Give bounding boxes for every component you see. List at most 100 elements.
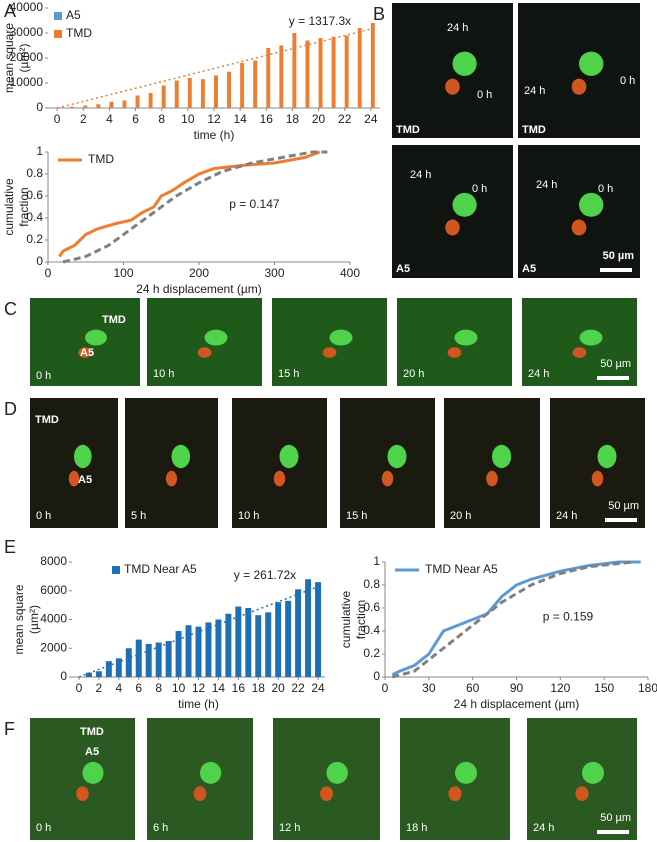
x-tick-label: 18 [286, 112, 300, 126]
image-frame [400, 718, 510, 840]
bar [109, 101, 114, 108]
legend-label: A5 [66, 8, 81, 22]
bar [266, 48, 271, 108]
bar [85, 672, 92, 677]
image-frame [392, 145, 513, 278]
cell-green [455, 761, 477, 784]
image-label: 0 h [598, 183, 613, 195]
y-tick-label: 0.6 [26, 188, 43, 202]
y-tick-label: 0.8 [363, 577, 380, 591]
bar [200, 79, 205, 108]
cell-green [582, 761, 604, 784]
y-axis-label: cumulative [2, 178, 16, 236]
bar [145, 643, 152, 677]
bar [265, 612, 272, 677]
bar [255, 615, 262, 677]
x-tick-label: 10 [181, 112, 195, 126]
x-tick-label: 24 [311, 681, 325, 695]
bar [318, 38, 323, 108]
image-frame [125, 398, 218, 528]
image-frame [340, 398, 435, 528]
y-axis-label: mean square [12, 584, 26, 654]
bar [315, 582, 322, 677]
y-tick-label: 8000 [40, 554, 67, 568]
image-frame [147, 298, 262, 386]
image-label: TMD [522, 124, 546, 136]
cell-green [204, 329, 228, 346]
scale-label: 50 µm [600, 812, 631, 824]
cell-red [448, 786, 462, 801]
cell-red [273, 470, 286, 487]
bar [70, 106, 75, 108]
image-label: 20 h [450, 510, 471, 522]
scale-label: 50 µm [603, 250, 635, 262]
bar [205, 622, 212, 677]
image-label: 18 h [406, 822, 427, 834]
image-frame [550, 398, 645, 528]
x-tick-label: 30 [422, 681, 436, 695]
y-tick-label: 20000 [10, 50, 44, 64]
bar [96, 104, 101, 108]
cell-green [387, 444, 407, 469]
cell-red [76, 786, 89, 801]
x-axis-label: 24 h displacement (µm) [454, 697, 580, 711]
image-label: 6 h [153, 822, 168, 834]
image-label: 12 h [279, 822, 300, 834]
image-frame [147, 718, 253, 840]
x-tick-label: 60 [466, 681, 480, 695]
bar [305, 579, 312, 677]
y-tick-label: 0 [373, 669, 380, 683]
panel-letter: B [373, 4, 385, 24]
cell-green [329, 329, 353, 346]
image-frame [272, 298, 387, 386]
y-tick-label: 10000 [10, 75, 44, 89]
cell-red [572, 347, 587, 358]
cell-red [165, 470, 178, 487]
image-label: 24 h [447, 22, 468, 34]
x-tick-label: 8 [155, 681, 162, 695]
image-label: 0 h [36, 510, 51, 522]
y-tick-label: 2000 [40, 640, 67, 654]
scale-label: 50 µm [608, 500, 639, 512]
image-label: A5 [522, 263, 536, 275]
image-label: TMD [35, 414, 59, 426]
annotation: p = 0.159 [543, 609, 594, 623]
bar [105, 661, 112, 677]
cell-green [279, 444, 299, 469]
x-tick-label: 180 [638, 681, 657, 695]
bar [148, 93, 153, 108]
cell-red [320, 786, 333, 801]
cell-green [85, 329, 107, 346]
image-label: A5 [85, 746, 99, 758]
y-tick-label: 0 [36, 254, 43, 268]
cell-green [597, 444, 617, 469]
bar [331, 36, 336, 108]
image-frame [444, 398, 540, 528]
x-tick-label: 16 [232, 681, 246, 695]
bar [135, 95, 140, 108]
x-axis-label: 24 h displacement (µm) [136, 282, 262, 296]
x-tick-label: 400 [340, 266, 360, 280]
x-tick-label: 18 [252, 681, 266, 695]
image-label: A5 [80, 347, 94, 359]
panel-letter: C [4, 299, 17, 319]
cell-red [445, 78, 460, 95]
bar [215, 619, 222, 677]
bar [292, 33, 297, 108]
x-tick-label: 6 [132, 112, 139, 126]
bar [174, 80, 179, 108]
y-axis-label: mean square [2, 23, 16, 93]
image-label: 0 h [477, 89, 492, 101]
cell-red [445, 219, 460, 236]
image-frame [397, 298, 512, 386]
bar [357, 28, 362, 108]
y-tick-label: 6000 [40, 583, 67, 597]
cell-green [82, 761, 104, 784]
legend-label: TMD Near A5 [425, 562, 498, 576]
image-label: 10 h [153, 368, 174, 380]
bar [155, 642, 162, 677]
image-frame [232, 398, 327, 528]
y-axis-label: (µm²) [27, 605, 41, 634]
y-tick-label: 0 [60, 669, 67, 683]
image-frame [273, 718, 380, 840]
